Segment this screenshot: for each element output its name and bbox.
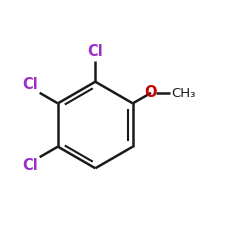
Text: Cl: Cl	[23, 76, 38, 92]
Text: Cl: Cl	[23, 158, 38, 174]
Text: O: O	[145, 85, 157, 100]
Text: CH₃: CH₃	[171, 87, 195, 100]
Text: Cl: Cl	[88, 44, 103, 59]
